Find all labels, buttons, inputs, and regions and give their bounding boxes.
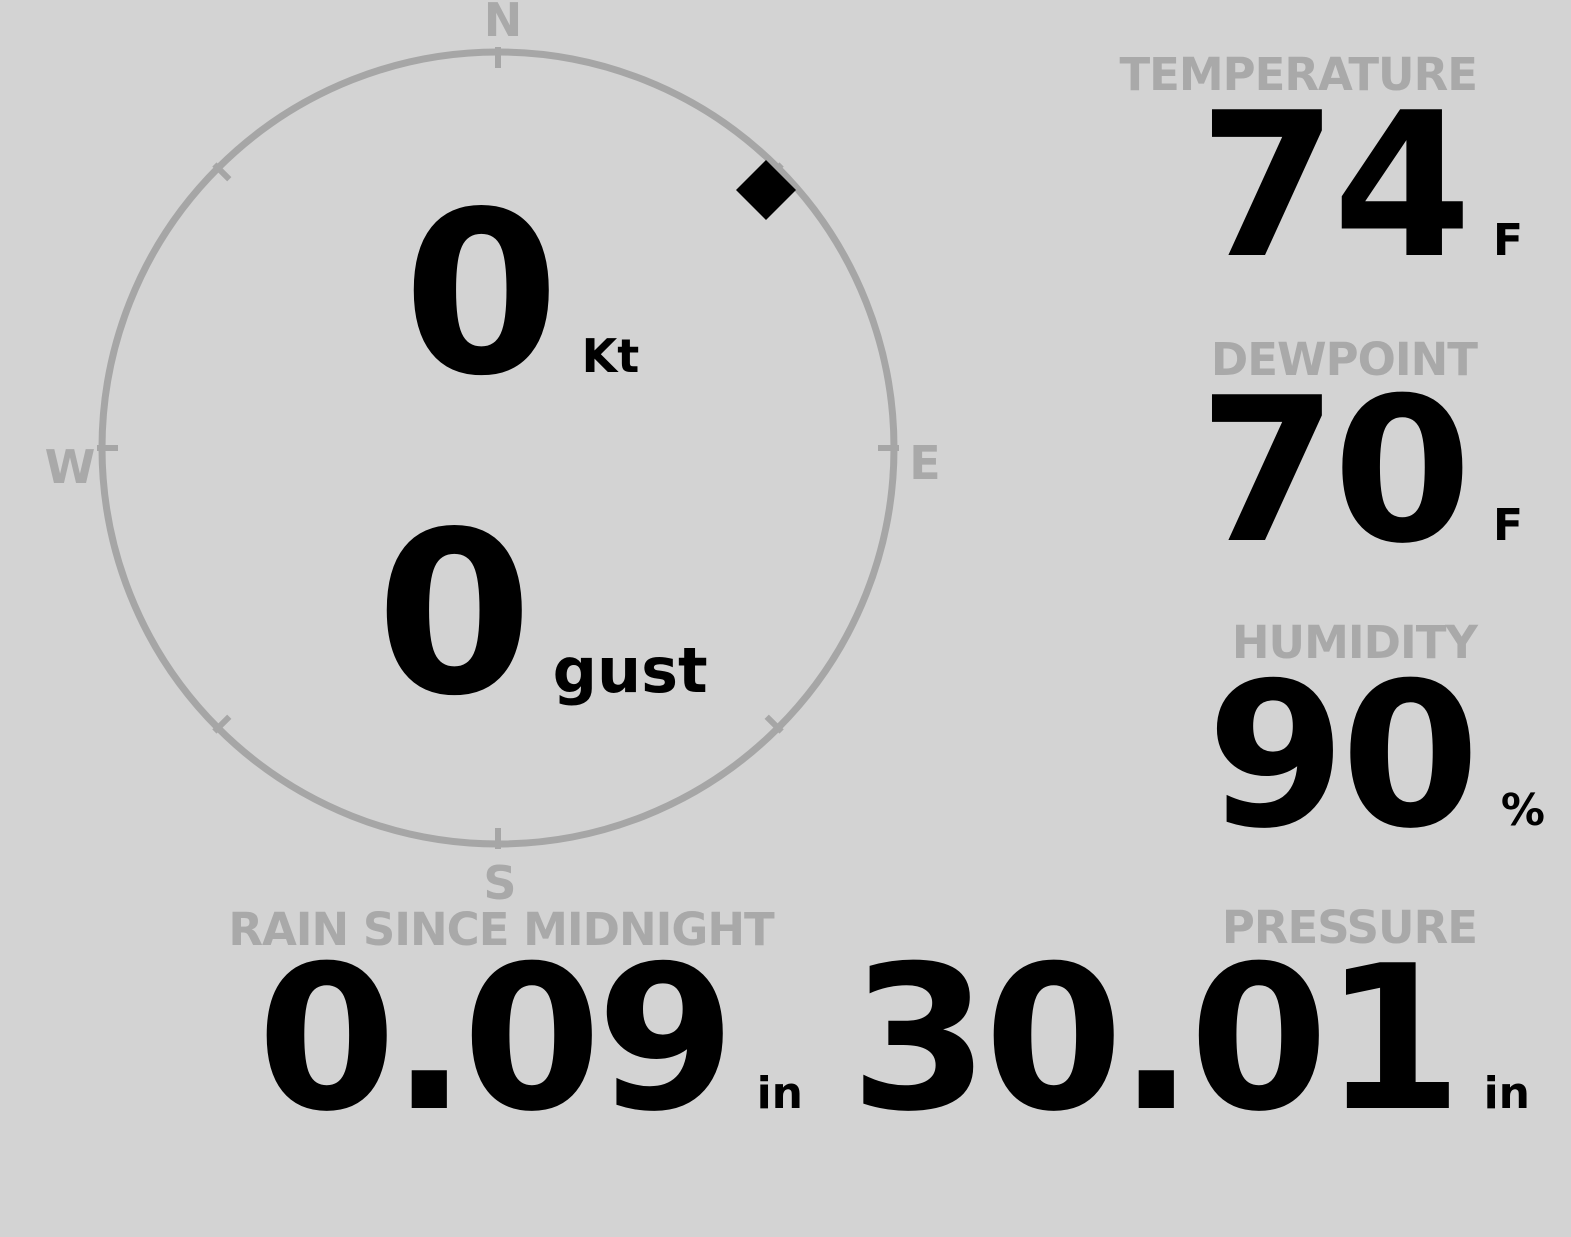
humidity-label: HUMIDITY [1231, 616, 1478, 669]
dewpoint-unit: F [1492, 500, 1523, 551]
humidity-reading: 90 % [1207, 657, 1545, 857]
dewpoint-reading: 70 F [1199, 372, 1523, 572]
temperature-value: 74 [1198, 70, 1472, 303]
rain-reading: 0.09 in [257, 940, 803, 1140]
compass-tick-nw [212, 162, 232, 182]
wind-gust-value: 0 [376, 484, 533, 746]
temperature-reading: 74 F [1199, 87, 1523, 287]
compass-label-west: W [44, 440, 96, 494]
compass-label-north: N [483, 0, 523, 47]
compass-tick-se [764, 714, 784, 734]
dewpoint-value: 70 [1198, 355, 1472, 588]
pressure-reading: 30.01 in [850, 940, 1530, 1140]
wind-gust-unit: gust [552, 634, 708, 707]
wind-direction-marker [736, 160, 796, 220]
wind-compass [97, 47, 899, 849]
humidity-value: 90 [1206, 640, 1480, 873]
rain-unit: in [756, 1068, 803, 1119]
pressure-unit: in [1483, 1068, 1530, 1119]
rain-label: RAIN SINCE MIDNIGHT [228, 903, 774, 956]
wind-speed-unit: Kt [581, 329, 640, 383]
humidity-unit: % [1500, 785, 1545, 836]
rain-value: 0.09 [257, 923, 735, 1156]
compass-label-south: S [483, 856, 517, 910]
wind-speed: 0 Kt [403, 183, 639, 408]
compass-tick-sw [212, 714, 232, 734]
pressure-label: PRESSURE [1221, 901, 1478, 954]
temperature-unit: F [1492, 215, 1523, 266]
dewpoint-label: DEWPOINT [1210, 333, 1478, 386]
temperature-label: TEMPERATURE [1119, 48, 1478, 101]
compass-label-east: E [909, 436, 941, 490]
wind-speed-value: 0 [403, 164, 560, 426]
wind-gust: 0 gust [376, 503, 708, 728]
pressure-value: 30.01 [849, 923, 1463, 1156]
